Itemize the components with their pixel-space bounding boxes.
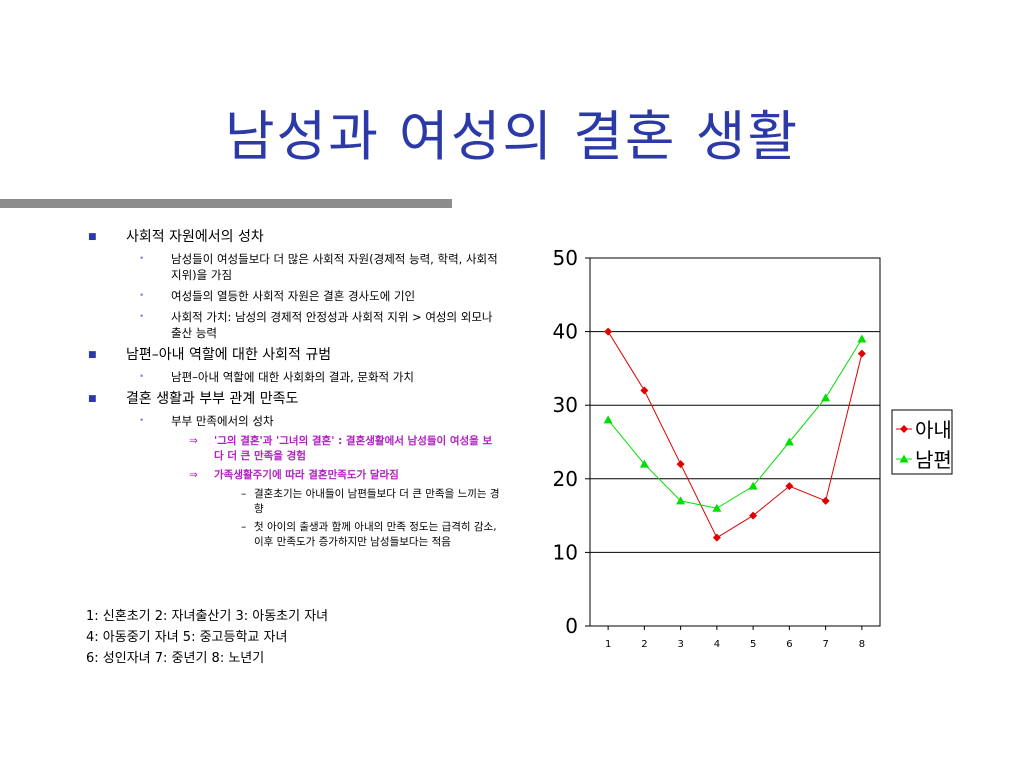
dash-bullet-item: – 첫 아이의 출생과 함께 아내의 만족 정도는 급격히 감소, 이후 만족도가… (241, 521, 497, 548)
bullet-item: ■ 남편–아내 역할에 대한 사회적 규범 (88, 347, 332, 363)
series-line (607, 338, 863, 509)
dot-bullet-icon: • (139, 254, 145, 264)
series-point-triangle (603, 415, 613, 424)
legend-box (891, 409, 953, 475)
title-divider (0, 199, 452, 208)
series-point-triangle (899, 454, 909, 463)
stage-legend-line: 6: 성인자녀 7: 중년기 8: 노년기 (86, 651, 265, 666)
stage-legend-line: 4: 아동중기 자녀 5: 중고등학교 자녀 (86, 630, 288, 645)
series-point-diamond (821, 496, 830, 505)
series-point-diamond (604, 327, 613, 336)
y-tick-label: 0 (565, 614, 578, 638)
stage-legend: 1: 신혼초기 2: 자녀출산기 3: 아동초기 자녀 4: 아동중기 자녀 5… (86, 606, 328, 669)
dot-bullet-icon: • (139, 416, 145, 426)
series-point-triangle (712, 503, 722, 512)
series-point-triangle (676, 496, 686, 505)
legend-label: 남편 (915, 448, 952, 472)
dash-bullet-icon: – (241, 488, 247, 500)
sub-bullet-item: • 여성들의 열등한 사회적 자원은 결혼 경사도에 기인 (139, 289, 416, 303)
dot-bullet-icon: • (139, 372, 145, 382)
x-tick-label: 8 (859, 639, 865, 650)
series-point-triangle (784, 437, 794, 446)
y-tick-label: 50 (553, 246, 578, 270)
x-tick-label: 1 (605, 639, 611, 650)
series-point-triangle (748, 481, 758, 490)
dash-bullet-icon: – (241, 521, 247, 533)
bullet-list: ■ 사회적 자원에서의 성차 • 남성들이 여성들보다 더 많은 사회적 자원(경제… (86, 228, 501, 553)
series-point-diamond (676, 460, 685, 469)
sub-bullet-item: • 남성들이 여성들보다 더 많은 사회적 자원(경제적 능력, 학력, 사회적 … (139, 252, 498, 282)
sub-bullet-item: • 사회적 가치: 남성의 경제적 안정성과 사회적 지위 > 여성의 외모나 출… (139, 310, 493, 340)
x-tick-label: 2 (641, 639, 647, 650)
double-arrow-icon: ⇒ (189, 469, 198, 481)
square-bullet-icon: ■ (88, 350, 97, 360)
dot-bullet-icon: • (139, 312, 145, 322)
arrow-bullet-item: ⇒ '그의 결혼'과 '그녀의 결혼' : 결혼생활에서 남성들이 여성을 보다 … (189, 435, 493, 462)
series-point-diamond (785, 482, 794, 491)
sub-bullet-item: • 남편–아내 역할에 대한 사회화의 결과, 문화적 가치 (139, 370, 414, 384)
y-tick-label: 30 (553, 393, 578, 417)
slide-title: 남성과 여성의 결혼 생활 (224, 105, 800, 168)
arrow-bullet-item: ⇒ 가족생활주기에 따라 결혼만족도가 달라짐 (189, 469, 399, 481)
bullet-item: ■ 결혼 생활과 부부 관계 만족도 (88, 391, 299, 407)
x-tick-label: 5 (750, 639, 756, 650)
legend-label: 아내 (915, 418, 952, 442)
series-point-diamond (712, 533, 721, 542)
square-bullet-icon: ■ (88, 394, 97, 404)
x-tick-label: 7 (822, 639, 828, 650)
square-bullet-icon: ■ (88, 232, 97, 242)
y-tick-label: 20 (553, 467, 578, 491)
series-point-triangle (857, 334, 867, 343)
x-tick-label: 3 (677, 639, 683, 650)
series-line (607, 331, 863, 539)
y-tick-label: 10 (553, 540, 578, 564)
plot-area (589, 257, 881, 627)
series-point-diamond (857, 349, 866, 358)
stage-legend-line: 1: 신혼초기 2: 자녀출산기 3: 아동초기 자녀 (86, 609, 329, 624)
sub-bullet-item: • 부부 만족에서의 성차 (139, 414, 274, 428)
series-point-triangle (821, 393, 831, 402)
x-tick-label: 6 (786, 639, 792, 650)
series-point-diamond (640, 386, 649, 395)
series-point-diamond (900, 425, 908, 433)
series-point-triangle (639, 459, 649, 468)
x-tick-label: 4 (714, 639, 720, 650)
double-arrow-icon: ⇒ (189, 435, 198, 447)
y-tick-label: 40 (553, 320, 578, 344)
bullet-item: ■ 사회적 자원에서의 성차 (88, 229, 264, 245)
dot-bullet-icon: • (139, 291, 145, 301)
dash-bullet-item: – 결혼초기는 아내들이 남편들보다 더 큰 만족을 느끼는 경향 (241, 488, 500, 515)
